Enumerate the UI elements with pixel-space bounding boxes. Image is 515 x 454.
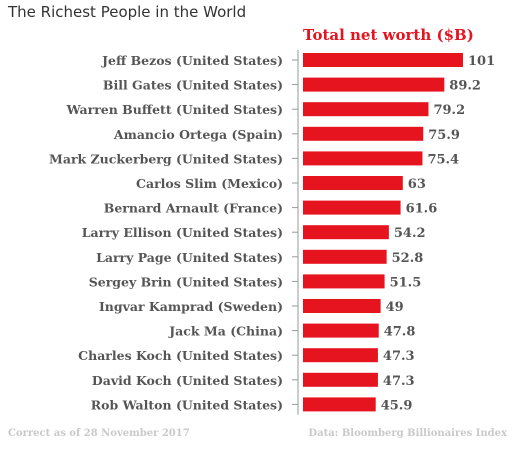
category-label: Sergey Brin (United States): [89, 274, 283, 289]
bar: [303, 53, 463, 67]
category-label: Larry Page (United States): [96, 250, 283, 265]
category-label: Charles Koch (United States): [78, 348, 283, 363]
category-label: Larry Ellison (United States): [82, 225, 283, 240]
value-label: 75.4: [427, 152, 459, 167]
value-label: 51.5: [390, 275, 422, 290]
bar: [303, 126, 424, 141]
value-label: 101: [468, 54, 495, 69]
value-label: 49: [386, 300, 404, 315]
bar: [303, 274, 385, 289]
category-label: Ingvar Kamprad (Sweden): [99, 299, 283, 314]
chart-title: The Richest People in the World: [8, 3, 247, 21]
category-label: Bernard Arnault (France): [104, 201, 283, 216]
bar: [303, 225, 389, 240]
value-label: 75.9: [428, 128, 460, 143]
bar: [303, 102, 429, 117]
category-label: Warren Buffett (United States): [66, 102, 283, 117]
footer-source: Data: Bloomberg Billionaires Index: [308, 428, 507, 439]
category-label: Mark Zuckerberg (United States): [49, 151, 283, 166]
bar: [303, 372, 378, 387]
bar: [303, 249, 387, 264]
bar: [303, 200, 401, 215]
category-label: David Koch (United States): [92, 373, 283, 388]
category-label: Carlos Slim (Mexico): [136, 176, 283, 191]
value-label: 47.8: [384, 325, 416, 340]
bar: [303, 299, 381, 313]
bar: [303, 77, 445, 92]
category-label: Amancio Ortega (Spain): [113, 127, 283, 142]
value-label: 89.2: [449, 79, 481, 94]
value-label: 47.3: [383, 349, 415, 364]
value-label: 47.3: [383, 374, 415, 389]
bar: [303, 348, 378, 363]
value-label: 79.2: [433, 103, 465, 118]
bar: [303, 323, 379, 338]
bar: [303, 176, 403, 190]
value-label: 61.6: [406, 202, 438, 217]
category-label: Bill Gates (United States): [103, 78, 283, 93]
bar: [303, 151, 423, 166]
footer-date-note: Correct as of 28 November 2017: [8, 428, 190, 439]
value-label: 54.2: [394, 226, 426, 241]
series-header: Total net worth ($B): [303, 26, 474, 44]
bar: [303, 397, 376, 412]
category-label: Jeff Bezos (United States): [101, 53, 283, 68]
value-label: 52.8: [392, 251, 424, 266]
value-label: 63: [408, 177, 426, 192]
category-label: Rob Walton (United States): [91, 397, 283, 412]
category-label: Jack Ma (China): [168, 324, 283, 339]
value-label: 45.9: [381, 398, 413, 413]
